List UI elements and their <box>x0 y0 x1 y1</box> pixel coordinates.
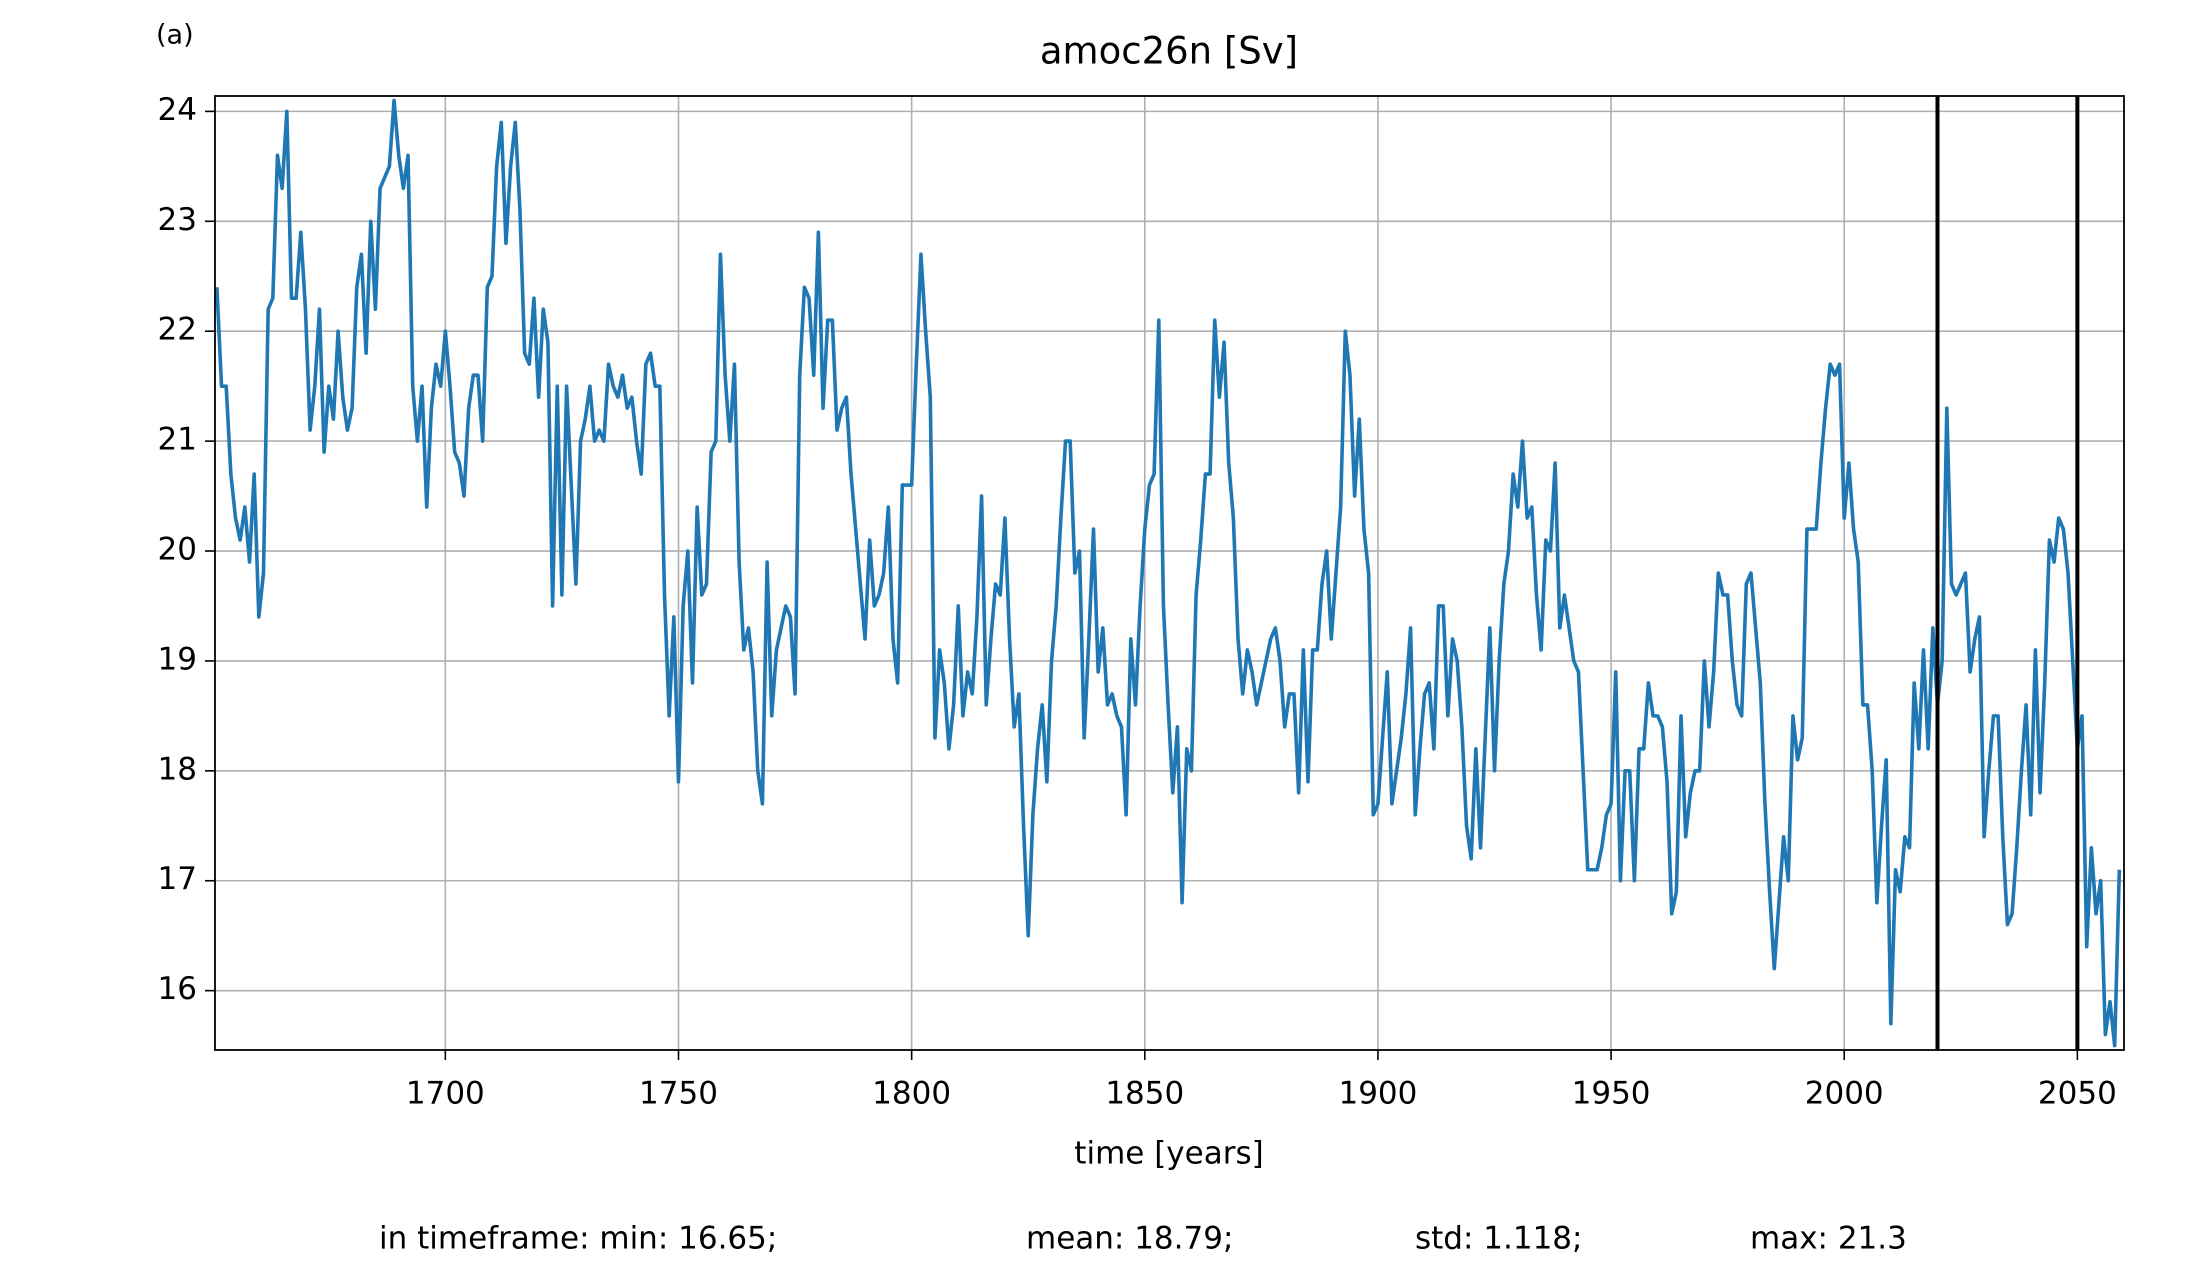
x-tick-label: 2000 <box>1805 1076 1884 1112</box>
y-tick-label: 16 <box>158 971 197 1007</box>
y-tick-label: 22 <box>158 312 197 348</box>
x-axis-label: time [years] <box>1074 1136 1263 1172</box>
x-tick-label: 1750 <box>639 1076 718 1112</box>
stat-text: mean: 18.79; <box>1026 1221 1233 1257</box>
y-tick-label: 21 <box>158 422 197 458</box>
data-line <box>215 98 2122 1048</box>
y-tick-label: 18 <box>158 751 197 787</box>
stat-text: std: 1.118; <box>1415 1221 1582 1257</box>
x-tick-label: 2050 <box>2038 1076 2117 1112</box>
panel-label: (a) <box>156 20 194 51</box>
y-tick-label: 24 <box>158 92 197 128</box>
x-tick-label: 1900 <box>1338 1076 1417 1112</box>
x-tick-label: 1800 <box>872 1076 951 1112</box>
plot-frame <box>214 95 2125 1051</box>
x-tick-label: 1850 <box>1105 1076 1184 1112</box>
y-tick-label: 17 <box>158 861 197 897</box>
y-tick-label: 20 <box>158 532 197 568</box>
chart-title: amoc26n [Sv] <box>1040 30 1298 73</box>
stat-text: max: 21.3 <box>1750 1221 1907 1257</box>
stat-text: in timeframe: min: 16.65; <box>379 1221 777 1257</box>
y-tick-label: 19 <box>158 641 197 677</box>
y-tick-label: 23 <box>158 202 197 238</box>
x-tick-label: 1700 <box>406 1076 485 1112</box>
x-tick-label: 1950 <box>1572 1076 1651 1112</box>
